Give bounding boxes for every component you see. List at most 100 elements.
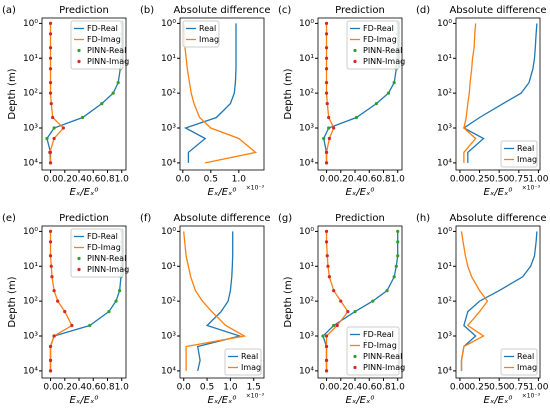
legend-label: PINN-Real	[87, 46, 126, 55]
panel-label: (b)	[140, 5, 154, 16]
y-tick-label: 10³	[161, 332, 176, 342]
data-point	[392, 81, 396, 85]
legend-box	[500, 348, 538, 376]
data-point	[80, 115, 85, 120]
legend-box	[70, 20, 124, 70]
y-tick-label: 10¹	[23, 54, 38, 64]
x-tick-label: 1.0	[232, 175, 247, 185]
legend-label: Real	[517, 352, 534, 361]
data-point	[48, 150, 52, 154]
data-line	[183, 23, 258, 164]
y-tick-label: 10³	[23, 124, 38, 134]
data-point	[325, 102, 329, 106]
data-point	[50, 275, 54, 279]
data-point	[374, 102, 378, 106]
data-point	[327, 136, 331, 141]
x-offset-label: ×10⁻³	[246, 185, 265, 192]
data-point	[321, 334, 325, 338]
legend-label: PINN-Real	[87, 254, 126, 263]
data-point	[111, 91, 115, 95]
x-offset-label: ×10⁻³	[522, 185, 541, 192]
x-tick-label: 0.0	[177, 383, 192, 393]
x-tick-label: 0.0	[43, 383, 58, 393]
data-point	[56, 299, 60, 303]
data-point	[100, 102, 104, 106]
x-tick-label: 0.2	[58, 383, 72, 393]
legend-swatch	[77, 48, 81, 53]
legend-box	[224, 348, 262, 376]
data-point	[49, 102, 53, 106]
x-tick-label: 0.6	[86, 175, 101, 185]
x-tick-label: 1.0	[115, 383, 130, 393]
x-axis-label: Eₓ/Eₓ⁰	[484, 395, 513, 406]
data-point	[48, 32, 53, 36]
x-tick-label: 0.5	[204, 175, 218, 185]
data-point	[324, 32, 329, 36]
y-axis-label: Depth (m)	[283, 68, 294, 119]
data-point	[116, 81, 120, 85]
x-tick-label: 1.0	[391, 175, 406, 185]
y-tick-label: 10²	[437, 297, 452, 307]
legend-swatch	[353, 59, 357, 64]
y-tick-label: 10³	[299, 332, 314, 342]
panel-label: (d)	[416, 5, 430, 16]
data-point	[394, 264, 398, 268]
y-tick-label: 10²	[299, 89, 314, 99]
data-point	[52, 126, 56, 130]
data-line	[460, 231, 489, 371]
legend-swatch	[353, 354, 357, 359]
y-axis-label: Depth (m)	[7, 68, 18, 119]
y-tick-label: 10²	[23, 89, 38, 99]
y-tick-label: 10⁰	[299, 227, 314, 237]
x-tick-label: 0.25	[470, 175, 490, 185]
x-tick-label: 0.0	[319, 383, 334, 393]
x-tick-label: 0.50	[489, 383, 509, 393]
panel-title: Absolute difference	[173, 213, 270, 224]
panel-title: Absolute difference	[449, 5, 546, 16]
x-tick-label: 0.6	[362, 175, 377, 185]
data-point	[48, 161, 53, 165]
y-tick-label: 10¹	[299, 262, 314, 272]
legend-label: PINN-Imag	[363, 363, 405, 372]
legend-label: FD-Real	[363, 330, 394, 339]
data-point	[48, 91, 53, 95]
legend-label: FD-Imag	[363, 35, 397, 44]
x-tick-label: 0.0	[319, 175, 334, 185]
legend-label: FD-Real	[87, 24, 118, 33]
plot-frame	[179, 17, 265, 171]
legend-label: PINN-Imag	[87, 265, 129, 274]
data-point	[324, 240, 329, 244]
x-axis-label: Eₓ/Eₓ⁰	[484, 187, 513, 198]
data-point	[325, 254, 329, 258]
data-point	[48, 344, 53, 349]
data-point	[353, 310, 357, 314]
x-tick-label: 1.0	[391, 383, 406, 393]
plot-frame	[41, 225, 127, 379]
x-tick-label: 0.8	[376, 175, 391, 185]
x-tick-label: 0.4	[348, 175, 363, 185]
plot-frame	[317, 225, 403, 379]
data-point	[52, 136, 56, 141]
x-tick-label: 1.0	[115, 175, 130, 185]
panel-title: Prediction	[335, 213, 385, 224]
data-point	[346, 310, 350, 314]
plot-frame	[41, 17, 127, 171]
x-tick-label: 1.00	[528, 383, 548, 393]
data-point	[48, 369, 53, 373]
x-tick-label: 0.50	[489, 175, 509, 185]
data-line	[183, 23, 237, 163]
x-tick-label: 0.75	[509, 383, 529, 393]
y-tick-label: 10³	[23, 332, 38, 342]
legend-label: FD-Imag	[363, 341, 397, 350]
x-tick-label: 0.4	[72, 383, 87, 393]
y-tick-label: 10¹	[161, 262, 176, 272]
x-axis-label: Eₓ/Eₓ⁰	[70, 187, 99, 198]
x-offset-label: ×10⁻³	[522, 393, 541, 400]
plot-frame	[455, 17, 541, 171]
data-line	[462, 23, 538, 163]
y-tick-label: 10³	[437, 332, 452, 342]
data-point	[327, 126, 331, 130]
data-line	[463, 23, 477, 163]
data-point	[324, 334, 329, 338]
data-point	[396, 240, 400, 244]
